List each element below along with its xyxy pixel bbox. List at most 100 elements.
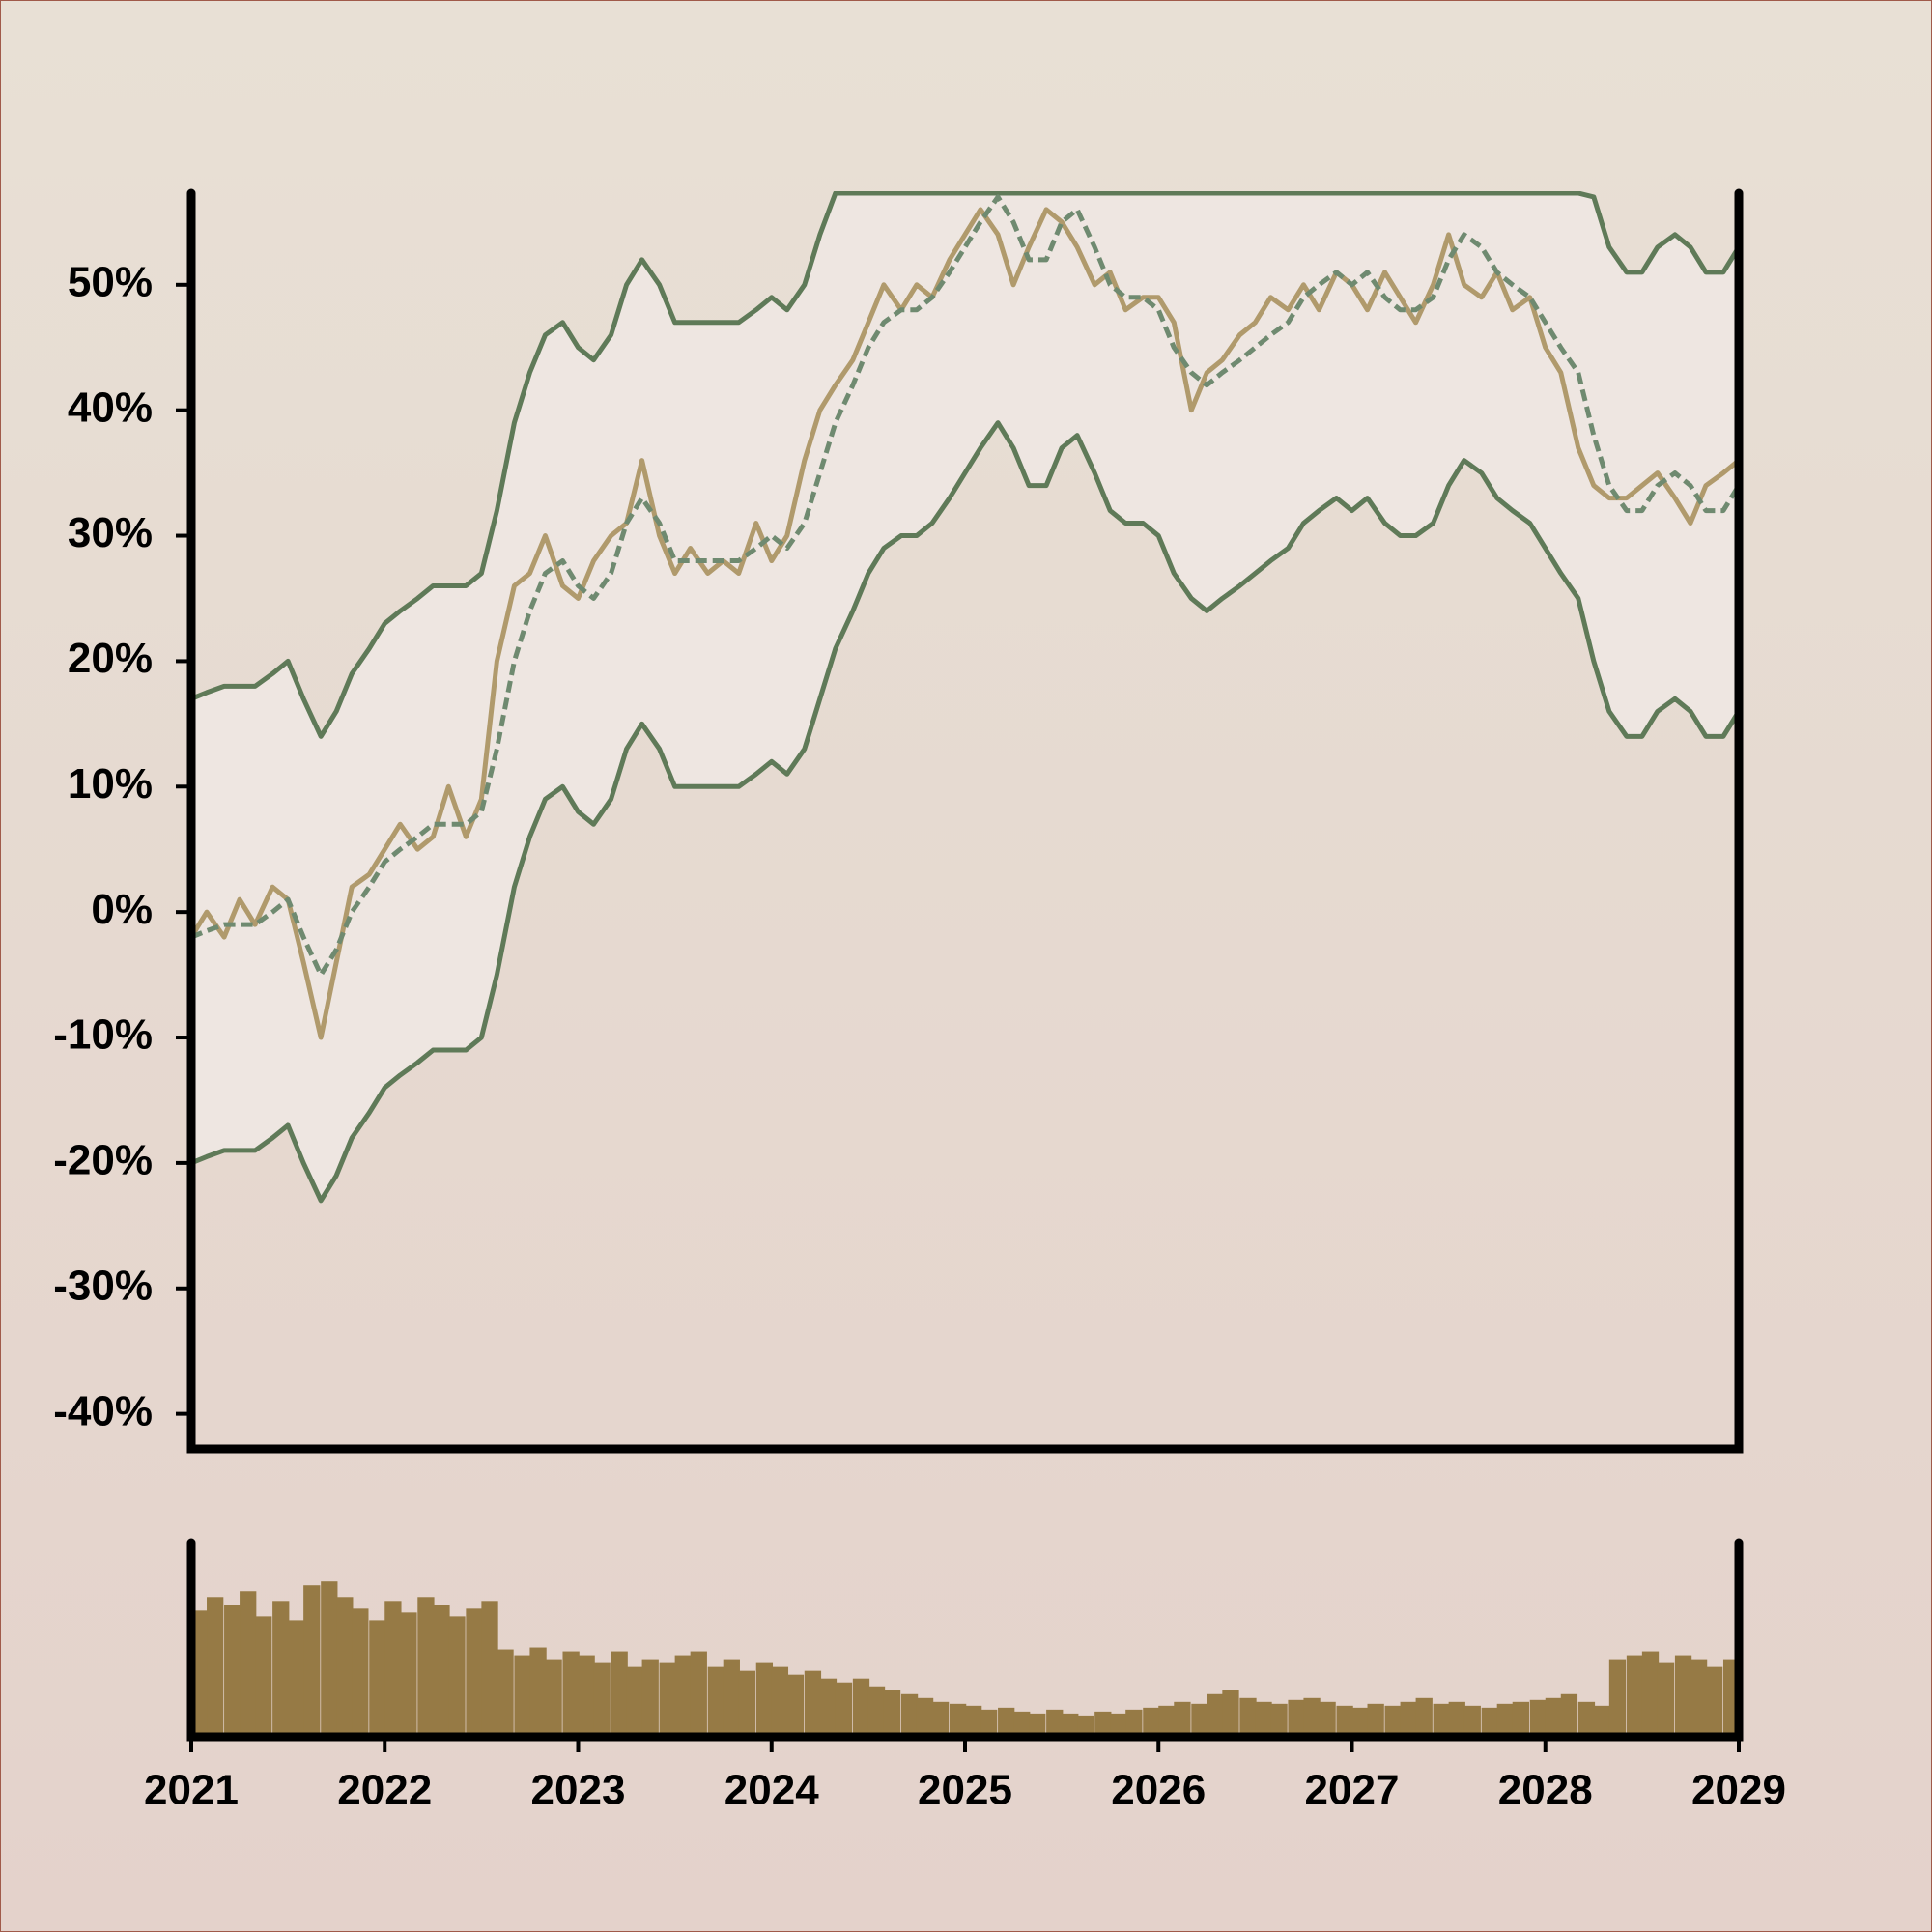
volume-bar — [352, 1608, 369, 1737]
volume-bar — [562, 1651, 580, 1737]
volume-bar — [965, 1705, 982, 1737]
volume-bar — [593, 1662, 611, 1737]
plot-area — [191, 1581, 1739, 1737]
volume-bar — [1545, 1697, 1563, 1737]
volume-bar — [272, 1601, 290, 1737]
volume-panel: 2021 2022 2023 2024 2025 2026 2027 2028 2029 — [144, 1538, 1786, 1814]
volume-bar — [1270, 1703, 1288, 1737]
volume-bar — [1094, 1711, 1112, 1737]
x-tick-label: 2028 — [1498, 1767, 1593, 1814]
volume-bar — [1125, 1709, 1143, 1737]
volume-bar — [1255, 1701, 1272, 1737]
volume-bar — [336, 1597, 354, 1737]
volume-bar — [400, 1612, 417, 1737]
y-tick-label: 0% — [91, 886, 153, 933]
volume-bar — [998, 1707, 1015, 1737]
volume-bar — [883, 1690, 901, 1737]
volume-bar — [641, 1659, 659, 1737]
volume-bar — [738, 1670, 755, 1737]
band-line — [191, 420, 1739, 1204]
volume-bar — [1077, 1715, 1094, 1737]
volume-bar — [1384, 1705, 1402, 1737]
volume-bar — [1705, 1666, 1723, 1737]
x-tick-label: 2026 — [1111, 1767, 1206, 1814]
y-tick-label: 30% — [68, 509, 153, 556]
x-tick-label: 2027 — [1305, 1767, 1400, 1814]
volume-bar — [1433, 1703, 1450, 1737]
y-tick-label: -40% — [53, 1387, 153, 1435]
volume-bar — [1626, 1655, 1644, 1737]
volume-bar — [545, 1659, 562, 1737]
x-tick-label: 2022 — [337, 1767, 432, 1814]
volume-bar — [755, 1662, 774, 1737]
volume-bar — [240, 1591, 257, 1737]
volume-bar — [433, 1605, 450, 1737]
volume-bar — [1512, 1701, 1529, 1737]
volume-bar — [659, 1662, 676, 1737]
volume-bar — [1496, 1703, 1514, 1737]
x-tick-label: 2029 — [1691, 1767, 1786, 1814]
volume-bar — [466, 1608, 483, 1737]
volume-bar — [1046, 1709, 1064, 1737]
x-tick-label: 2024 — [724, 1767, 819, 1814]
volume-bar — [1400, 1701, 1417, 1737]
volume-bar — [786, 1674, 805, 1737]
volume-bar — [1158, 1705, 1176, 1737]
volume-bar — [1207, 1693, 1224, 1737]
volume-bar — [1222, 1690, 1239, 1737]
volume-bar — [481, 1601, 498, 1737]
volume-bar — [1674, 1655, 1692, 1737]
volume-bar — [255, 1616, 272, 1737]
axis-frame — [186, 188, 1744, 1454]
plot-area — [191, 191, 1739, 1204]
volume-bar — [384, 1601, 402, 1737]
band-line — [191, 191, 1739, 739]
y-tick-label: 40% — [68, 384, 153, 431]
volume-bar — [1110, 1713, 1127, 1737]
volume-bar — [771, 1666, 789, 1737]
volume-bar — [804, 1670, 822, 1737]
volume-bar — [819, 1678, 838, 1737]
volume-bar — [1319, 1701, 1336, 1737]
volume-bar — [1641, 1651, 1660, 1737]
volume-bar — [514, 1655, 531, 1737]
volume-bar — [1013, 1711, 1031, 1737]
volume-bar — [1577, 1701, 1596, 1737]
y-tick-label: 10% — [68, 760, 153, 808]
x-tick-label: 2025 — [918, 1767, 1012, 1814]
volume-bar — [1367, 1703, 1384, 1737]
volume-bar — [611, 1651, 628, 1737]
volume-bar — [1657, 1662, 1675, 1737]
volume-bar — [931, 1701, 950, 1737]
y-tick-label: -30% — [53, 1262, 153, 1309]
volume-bar — [1029, 1713, 1046, 1737]
volume-bar — [1463, 1705, 1481, 1737]
volume-bar — [288, 1620, 305, 1737]
volume-bar — [1288, 1699, 1305, 1737]
volume-bar — [224, 1605, 242, 1737]
volume-bar — [497, 1649, 514, 1737]
volume-bar — [707, 1666, 724, 1737]
volume-bar — [529, 1647, 547, 1737]
volume-bar — [1062, 1713, 1079, 1737]
volume-bar — [417, 1597, 435, 1737]
volume-bar — [1448, 1701, 1465, 1737]
y-tick-label: -10% — [53, 1011, 153, 1059]
volume-bar — [303, 1585, 321, 1737]
volume-bar — [1608, 1659, 1627, 1737]
volume-bar — [1239, 1697, 1257, 1737]
volume-bar — [980, 1709, 998, 1737]
volume-bar — [448, 1616, 466, 1737]
volume-bar — [1143, 1707, 1160, 1737]
band-fill — [191, 193, 1739, 1201]
volume-bar — [1174, 1701, 1191, 1737]
volume-bar — [916, 1697, 934, 1737]
x-tick-label: 2023 — [531, 1767, 626, 1814]
volume-bar — [674, 1655, 692, 1737]
y-tick-label: -20% — [53, 1137, 153, 1184]
volume-bar — [626, 1666, 643, 1737]
volume-bar — [949, 1703, 967, 1737]
volume-bar — [207, 1597, 224, 1737]
